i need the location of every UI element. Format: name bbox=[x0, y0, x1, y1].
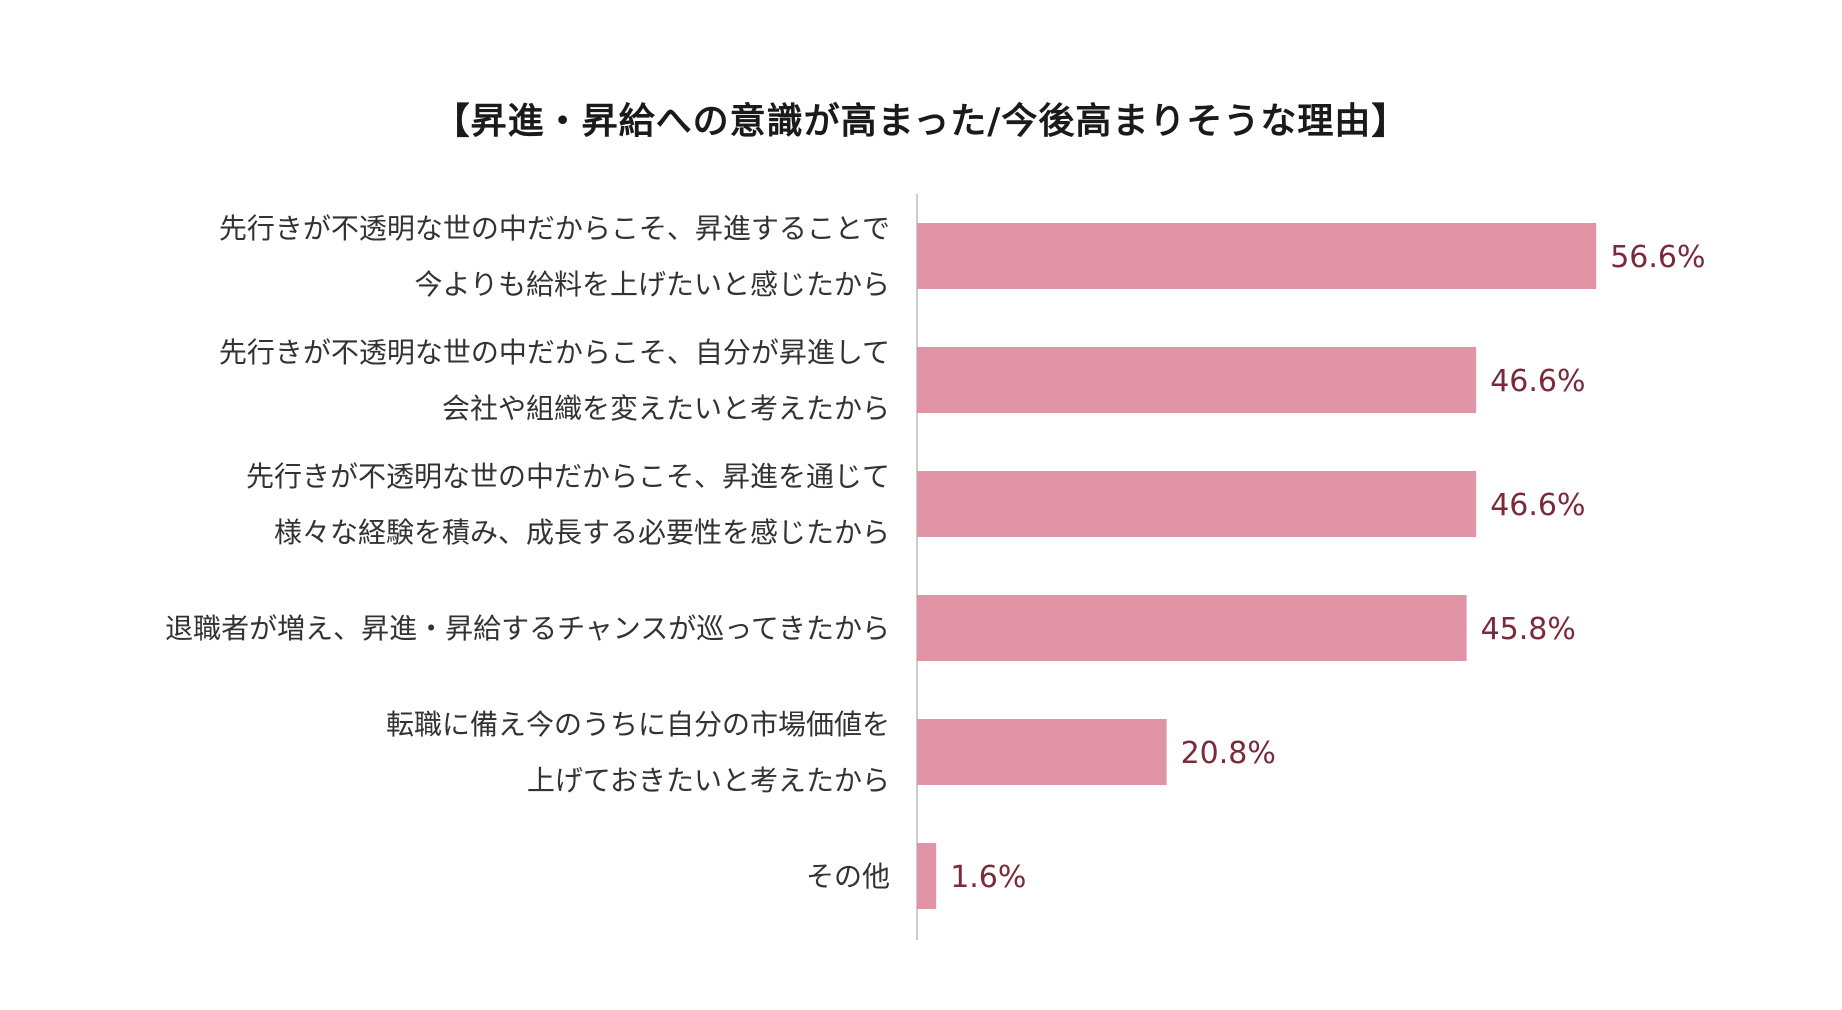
value-label-6: 1.6% bbox=[950, 860, 1026, 895]
value-label-2: 46.6% bbox=[1490, 364, 1585, 399]
value-label-5: 20.8% bbox=[1181, 736, 1276, 771]
value-label-3: 46.6% bbox=[1490, 488, 1585, 523]
bar-6 bbox=[917, 843, 937, 909]
bar-4 bbox=[917, 595, 1467, 661]
chart-title: 【昇進・昇給への意識が高まった/今後高まりそうな理由】 bbox=[433, 101, 1409, 142]
category-label-4-line-1: 退職者が増え、昇進・昇給するチャンスが巡ってきたから bbox=[165, 612, 890, 645]
bar-1 bbox=[917, 223, 1597, 289]
value-label-1: 56.6% bbox=[1610, 240, 1705, 275]
value-label-4: 45.8% bbox=[1481, 612, 1576, 647]
category-label-2-line-1: 先行きが不透明な世の中だからこそ、自分が昇進して bbox=[219, 336, 890, 369]
category-label-5-line-1: 転職に備え今のうちに自分の市場価値を bbox=[386, 708, 890, 741]
bar-2 bbox=[917, 347, 1477, 413]
category-label-2-line-2: 会社や組織を変えたいと考えたから bbox=[442, 392, 890, 425]
bar-5 bbox=[917, 719, 1167, 785]
category-label-1-line-2: 今よりも給料を上げたいと感じたから bbox=[415, 268, 890, 301]
category-label-3-line-2: 様々な経験を積み、成長する必要性を感じたから bbox=[274, 516, 890, 549]
category-label-3-line-1: 先行きが不透明な世の中だからこそ、昇進を通じて bbox=[246, 460, 890, 493]
category-label-5-line-2: 上げておきたいと考えたから bbox=[527, 764, 890, 797]
category-label-6-line-1: その他 bbox=[806, 860, 890, 893]
bar-3 bbox=[917, 471, 1477, 537]
category-label-1-line-1: 先行きが不透明な世の中だからこそ、昇進することで bbox=[219, 212, 890, 245]
